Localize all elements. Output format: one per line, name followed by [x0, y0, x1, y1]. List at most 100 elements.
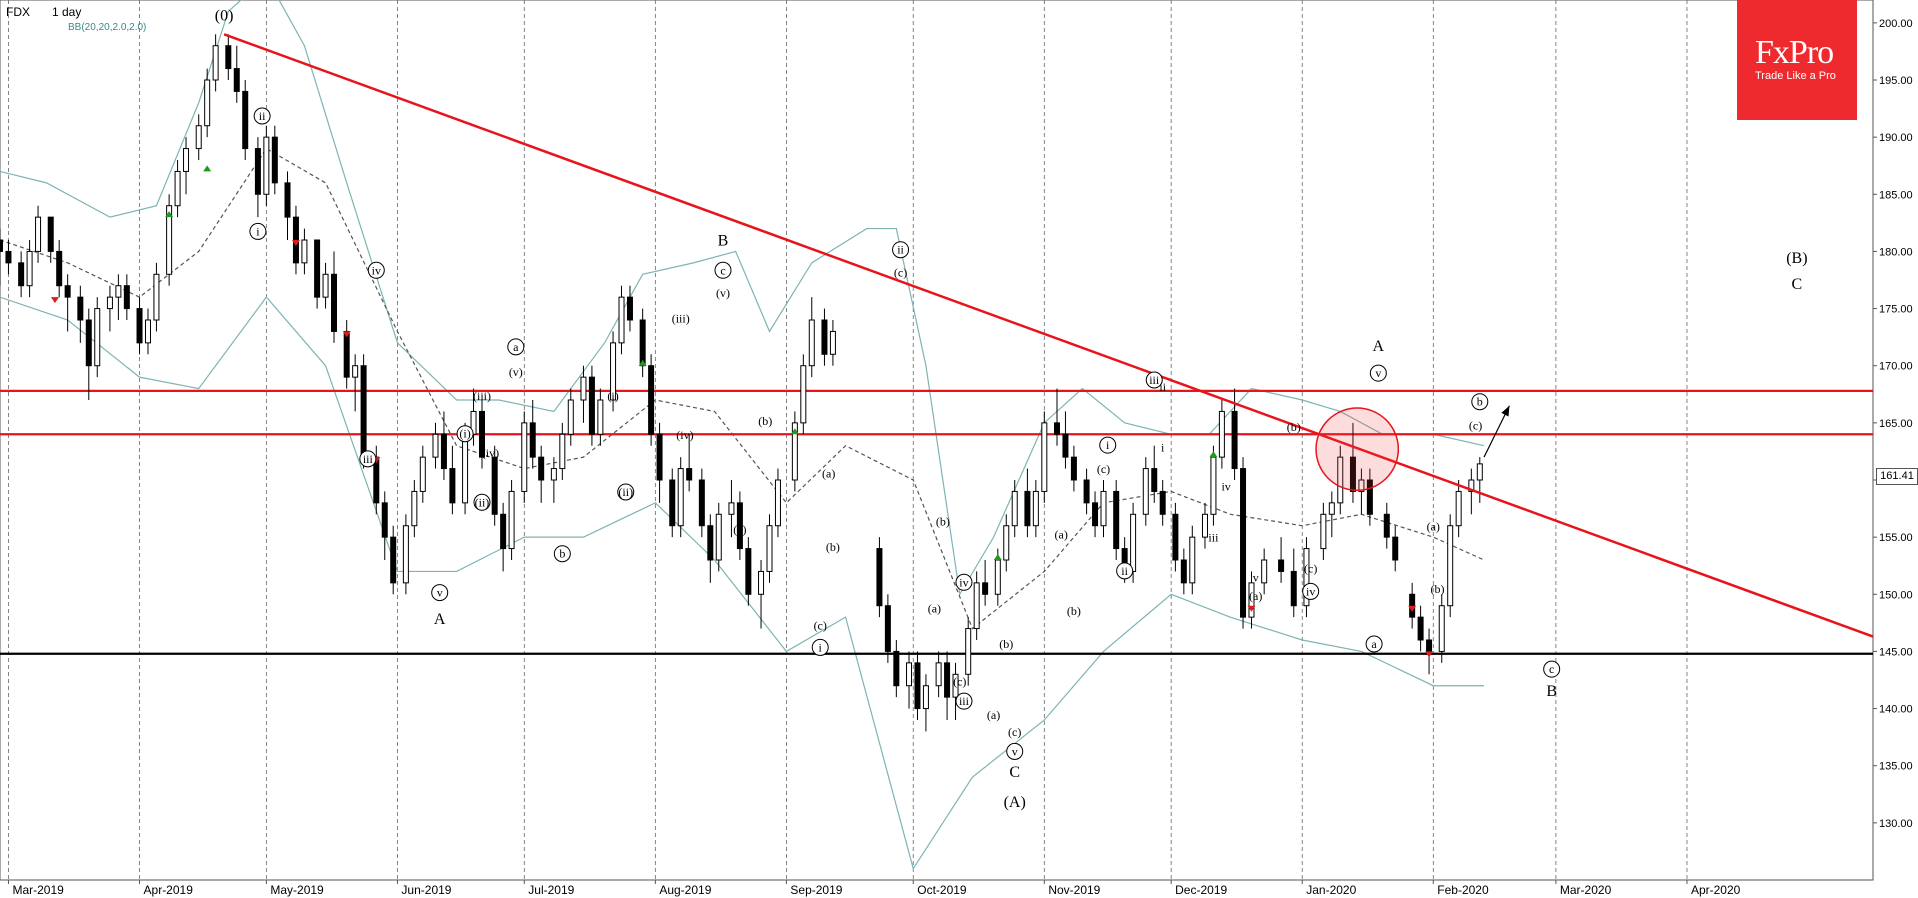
x-tick-label: Aug-2019 — [659, 883, 711, 897]
wave-label-circle — [617, 483, 635, 501]
candle-body — [550, 468, 557, 481]
candle-body — [115, 285, 122, 298]
wave-label: (b) — [936, 515, 950, 529]
buy-signal-arrow — [165, 211, 174, 218]
candle-body — [610, 342, 617, 401]
wave-label: (b) — [826, 540, 840, 554]
y-tick-label: 180.00 — [1879, 246, 1913, 258]
logo-tagline: Trade Like a Pro — [1755, 70, 1836, 82]
candle-body — [1172, 513, 1179, 561]
candle-body — [144, 319, 151, 344]
wave-label: ii — [1159, 380, 1166, 394]
candle-body — [1383, 513, 1390, 538]
candle-body — [580, 376, 587, 401]
wave-label: iii — [959, 694, 970, 708]
wave-label: v — [1375, 366, 1381, 380]
candle-body — [884, 605, 891, 652]
wave-label: (iv) — [482, 446, 499, 460]
candle-body — [567, 399, 574, 435]
wave-label: (a) — [733, 523, 746, 537]
candle-body — [876, 548, 883, 607]
projection-arrow-head — [1501, 405, 1510, 417]
wave-label: (a) — [928, 602, 941, 616]
wave-label-circle — [507, 338, 525, 356]
candle-body — [183, 148, 190, 172]
candle-body — [982, 582, 989, 595]
wave-label: (a) — [1249, 589, 1262, 603]
candle-body — [106, 296, 113, 310]
candle-body — [1218, 410, 1225, 458]
x-tick-label: Sep-2019 — [790, 883, 842, 897]
candle-body — [1358, 479, 1365, 492]
candle-body — [77, 296, 84, 321]
candle-body — [1320, 513, 1327, 550]
wave-label: c — [1549, 662, 1554, 676]
candle-body — [1231, 410, 1238, 470]
wave-label: A — [1373, 338, 1385, 355]
sell-signal-arrow — [1247, 605, 1256, 612]
candle-body — [944, 662, 951, 698]
candle-body — [153, 273, 160, 321]
candle-body — [18, 262, 25, 287]
candle-body — [529, 422, 536, 458]
candle-body — [1349, 456, 1356, 492]
wave-label: iii — [1208, 531, 1219, 545]
candle-body — [1447, 525, 1454, 607]
candle-body — [791, 422, 798, 481]
wave-label-circle — [955, 692, 973, 710]
candle-body — [233, 68, 240, 92]
wave-label-circle — [253, 107, 271, 125]
candle-body — [893, 650, 900, 687]
wave-label-circle — [1369, 364, 1387, 382]
candle-body — [1468, 479, 1475, 492]
candle-body — [123, 285, 130, 310]
candle-body — [478, 410, 485, 458]
candle-body — [1417, 616, 1424, 641]
candle-body — [1032, 490, 1039, 527]
wave-label: (a) — [1055, 527, 1068, 541]
y-tick-label: 175.00 — [1879, 304, 1913, 316]
y-tick-label: 140.00 — [1879, 704, 1913, 716]
candle-body — [1455, 490, 1462, 527]
candle-body — [597, 399, 604, 435]
candle-body — [56, 250, 63, 287]
wave-label: iv — [1306, 584, 1315, 598]
indicator-label: BB(20,20,2.0,2.0) — [68, 22, 147, 33]
wave-label: (iii) — [672, 311, 690, 325]
buy-signal-arrow — [790, 428, 799, 435]
candle-body — [677, 468, 684, 527]
wave-label: C — [1792, 276, 1803, 293]
candle-body — [1189, 536, 1196, 584]
candle-body — [174, 170, 181, 207]
candle-body — [352, 365, 359, 378]
wave-label: B — [718, 233, 729, 250]
wave-label-circle — [431, 584, 449, 602]
candle-body — [271, 136, 278, 184]
x-tick-label: Nov-2019 — [1048, 883, 1100, 897]
y-tick-label: 200.00 — [1879, 18, 1913, 30]
candle-body — [64, 285, 71, 298]
candle-body — [35, 216, 42, 252]
candle-body — [225, 45, 232, 70]
wave-label: v — [1012, 744, 1018, 758]
wave-label: iii — [363, 452, 374, 466]
wave-label: (c) — [1469, 419, 1482, 433]
candle-body — [1290, 570, 1297, 607]
wave-label: iii — [1149, 373, 1160, 387]
wave-label: a — [1371, 637, 1377, 651]
last-price-box: 161.41 — [1876, 468, 1918, 485]
candle-body — [800, 365, 807, 424]
wave-label: (i) — [459, 427, 470, 441]
candle-body — [47, 216, 54, 252]
candle-body — [263, 136, 270, 195]
buy-signal-arrow — [993, 554, 1002, 560]
sell-signal-arrow — [1425, 651, 1434, 658]
candle-body — [1201, 513, 1208, 538]
wave-label: (c) — [953, 675, 966, 689]
bollinger-lower — [0, 296, 1485, 871]
y-tick-label: 195.00 — [1879, 75, 1913, 87]
candle-body — [331, 273, 338, 332]
wave-label-circle — [1145, 371, 1163, 389]
sell-signal-arrow — [291, 240, 300, 246]
x-tick-label: Oct-2019 — [917, 883, 967, 897]
